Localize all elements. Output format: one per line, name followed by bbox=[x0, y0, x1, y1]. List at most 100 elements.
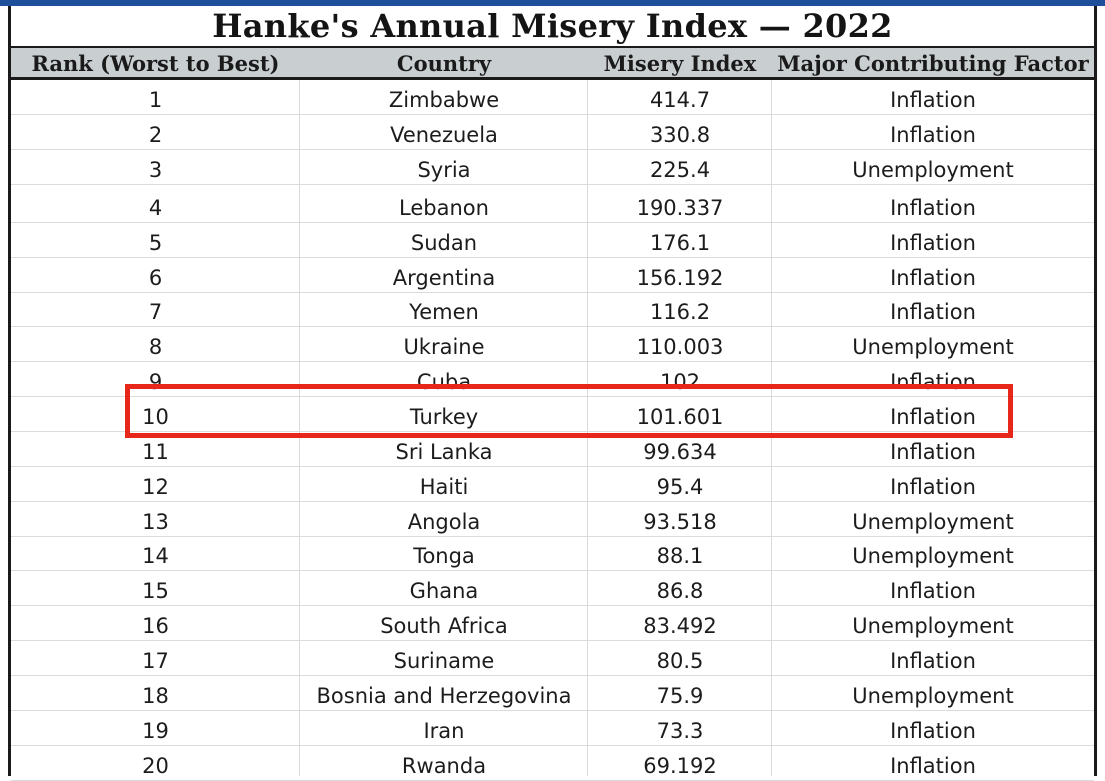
table-frame bbox=[8, 6, 1097, 776]
cell-country: Bosnia and Herzegovina bbox=[316, 684, 572, 708]
cell-country: Haiti bbox=[419, 475, 469, 499]
cell-country: Tonga bbox=[413, 544, 475, 568]
cell-rank: 3 bbox=[148, 158, 163, 182]
cell-major-factor: Unemployment bbox=[852, 614, 1014, 638]
cell-misery-index: 414.7 bbox=[649, 88, 711, 112]
cell-rank: 15 bbox=[142, 579, 169, 603]
table-row: 7 Yemen 116.2 Inflation bbox=[11, 292, 1094, 327]
cell-misery-index: 75.9 bbox=[656, 684, 704, 708]
table-row: 1 Zimbabwe 414.7 Inflation bbox=[11, 80, 1094, 115]
cell-country: Rwanda bbox=[401, 754, 487, 778]
cell-major-factor: Unemployment bbox=[852, 684, 1014, 708]
table-row: 6 Argentina 156.192 Inflation bbox=[11, 258, 1094, 293]
table-row: 2 Venezuela 330.8 Inflation bbox=[11, 115, 1094, 150]
table-title: Hanke's Annual Misery Index — 2022 bbox=[212, 7, 893, 45]
cell-rank: 5 bbox=[148, 231, 163, 255]
cell-misery-index: 88.1 bbox=[656, 544, 704, 568]
cell-major-factor: Inflation bbox=[890, 475, 976, 499]
table-row: 15 Ghana 86.8 Inflation bbox=[11, 571, 1094, 606]
table-row: 12 Haiti 95.4 Inflation bbox=[11, 467, 1094, 502]
cell-rank: 9 bbox=[148, 370, 163, 394]
cell-country: Lebanon bbox=[399, 196, 489, 220]
table-row: 13 Angola 93.518 Unemployment bbox=[11, 502, 1094, 537]
table-row: 10 Turkey 101.601 Inflation bbox=[11, 397, 1094, 432]
cell-rank: 7 bbox=[148, 300, 163, 324]
cell-major-factor: Unemployment bbox=[852, 335, 1014, 359]
cell-rank: 19 bbox=[142, 719, 169, 743]
cell-country: Cuba bbox=[416, 370, 472, 394]
table-header: Rank (Worst to Best) Country Misery Inde… bbox=[11, 46, 1094, 80]
cell-misery-index: 95.4 bbox=[656, 475, 704, 499]
cell-country: Syria bbox=[417, 158, 471, 182]
cell-rank: 17 bbox=[142, 649, 169, 673]
cell-misery-index: 83.492 bbox=[643, 614, 717, 638]
cell-rank: 11 bbox=[142, 440, 169, 464]
cell-country: Turkey bbox=[409, 405, 479, 429]
cell-major-factor: Inflation bbox=[890, 88, 976, 112]
cell-rank: 20 bbox=[142, 754, 169, 778]
cell-rank: 8 bbox=[148, 335, 163, 359]
cell-rank: 10 bbox=[142, 405, 169, 429]
table-row: 17 Suriname 80.5 Inflation bbox=[11, 641, 1094, 676]
table-row: 9 Cuba 102 Inflation bbox=[11, 362, 1094, 397]
cell-major-factor: Inflation bbox=[890, 719, 976, 743]
cell-misery-index: 190.337 bbox=[636, 196, 724, 220]
header-misery-index: Misery Index bbox=[603, 51, 757, 76]
cell-rank: 16 bbox=[142, 614, 169, 638]
cell-rank: 18 bbox=[142, 684, 169, 708]
cell-major-factor: Inflation bbox=[890, 649, 976, 673]
cell-misery-index: 102 bbox=[659, 370, 701, 394]
column-divider bbox=[299, 80, 300, 776]
cell-major-factor: Inflation bbox=[890, 579, 976, 603]
cell-major-factor: Unemployment bbox=[852, 510, 1014, 534]
cell-misery-index: 101.601 bbox=[636, 405, 724, 429]
cell-country: Ghana bbox=[409, 579, 479, 603]
cell-major-factor: Inflation bbox=[890, 754, 976, 778]
table-row: 4 Lebanon 190.337 Inflation bbox=[11, 188, 1094, 223]
table-row: 8 Ukraine 110.003 Unemployment bbox=[11, 327, 1094, 362]
cell-major-factor: Inflation bbox=[890, 405, 976, 429]
cell-major-factor: Unemployment bbox=[852, 544, 1014, 568]
cell-misery-index: 110.003 bbox=[636, 335, 724, 359]
table-row: 18 Bosnia and Herzegovina 75.9 Unemployment bbox=[11, 676, 1094, 711]
cell-misery-index: 156.192 bbox=[636, 266, 724, 290]
cell-rank: 4 bbox=[148, 196, 163, 220]
cell-major-factor: Inflation bbox=[890, 300, 976, 324]
column-divider bbox=[771, 80, 772, 776]
cell-misery-index: 99.634 bbox=[643, 440, 717, 464]
cell-rank: 1 bbox=[148, 88, 163, 112]
cell-country: Angola bbox=[407, 510, 481, 534]
cell-country: Yemen bbox=[409, 300, 479, 324]
cell-major-factor: Unemployment bbox=[852, 158, 1014, 182]
cell-misery-index: 93.518 bbox=[643, 510, 717, 534]
cell-country: Sri Lanka bbox=[395, 440, 493, 464]
cell-misery-index: 330.8 bbox=[649, 123, 711, 147]
table-row: 5 Sudan 176.1 Inflation bbox=[11, 223, 1094, 258]
header-country: Country bbox=[396, 51, 492, 76]
cell-rank: 14 bbox=[142, 544, 169, 568]
cell-misery-index: 69.192 bbox=[643, 754, 717, 778]
table-row: 11 Sri Lanka 99.634 Inflation bbox=[11, 432, 1094, 467]
cell-major-factor: Inflation bbox=[890, 370, 976, 394]
cell-country: Suriname bbox=[393, 649, 495, 673]
cell-misery-index: 86.8 bbox=[656, 579, 704, 603]
cell-country: Sudan bbox=[410, 231, 478, 255]
cell-country: Argentina bbox=[392, 266, 496, 290]
top-accent-strip bbox=[0, 0, 1105, 6]
table-row: 3 Syria 225.4 Unemployment bbox=[11, 150, 1094, 185]
cell-misery-index: 80.5 bbox=[656, 649, 704, 673]
cell-rank: 12 bbox=[142, 475, 169, 499]
header-major-factor: Major Contributing Factor bbox=[777, 51, 1089, 76]
cell-major-factor: Inflation bbox=[890, 123, 976, 147]
cell-rank: 2 bbox=[148, 123, 163, 147]
cell-misery-index: 225.4 bbox=[649, 158, 711, 182]
cell-misery-index: 73.3 bbox=[656, 719, 704, 743]
cell-major-factor: Inflation bbox=[890, 266, 976, 290]
cell-major-factor: Inflation bbox=[890, 440, 976, 464]
header-rank: Rank (Worst to Best) bbox=[31, 51, 280, 76]
cell-country: Venezuela bbox=[390, 123, 498, 147]
cell-misery-index: 116.2 bbox=[649, 300, 711, 324]
column-divider bbox=[587, 80, 588, 776]
cell-country: Iran bbox=[423, 719, 465, 743]
cell-country: South Africa bbox=[380, 614, 508, 638]
